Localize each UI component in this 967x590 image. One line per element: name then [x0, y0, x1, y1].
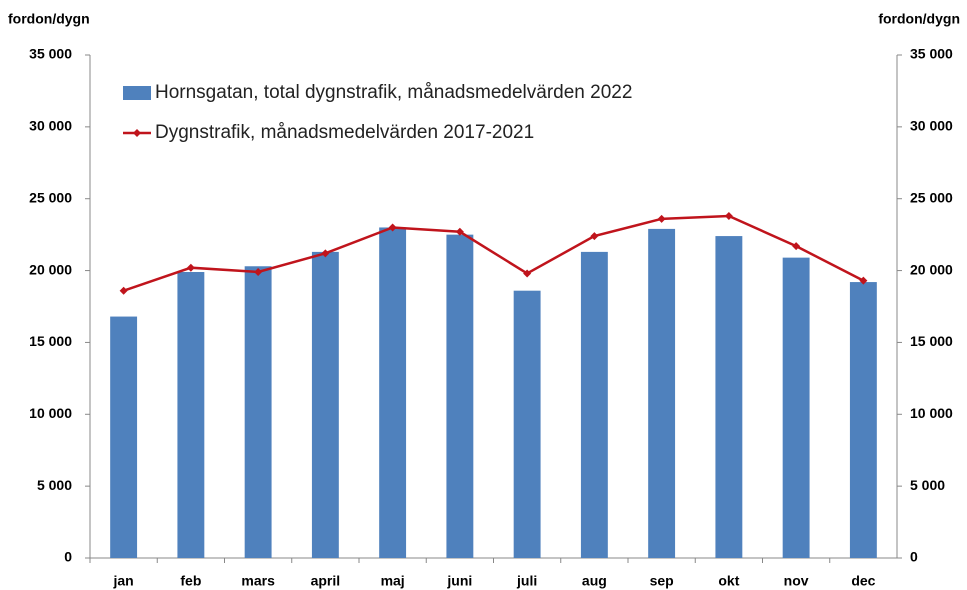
x-tick-label: aug	[582, 573, 607, 589]
line-marker	[792, 242, 801, 251]
y-tick-label: 20 000	[29, 261, 72, 277]
x-tick-label: mars	[241, 573, 275, 589]
line-marker	[724, 211, 733, 220]
x-tick-label: sep	[650, 573, 674, 589]
y2-axis-title: fordon/dygn	[878, 11, 960, 27]
y-tick-label: 5 000	[37, 477, 72, 493]
y-tick-label: 15 000	[29, 333, 72, 349]
y2-tick-label: 25 000	[910, 189, 953, 205]
y2-tick-label: 0	[910, 549, 918, 565]
y-tick-label: 25 000	[29, 189, 72, 205]
line-marker	[254, 268, 263, 277]
y-tick-label: 35 000	[29, 46, 72, 62]
line-marker	[388, 223, 397, 232]
line-marker	[859, 276, 868, 285]
bar	[648, 228, 676, 558]
x-tick-label: dec	[851, 573, 875, 589]
bar	[446, 234, 474, 558]
x-tick-label: maj	[381, 573, 405, 589]
x-tick-label: juni	[446, 573, 472, 589]
bar	[782, 257, 810, 558]
bar	[849, 282, 877, 558]
bar	[311, 251, 339, 559]
line-marker	[455, 227, 464, 236]
legend-swatch	[133, 129, 141, 137]
line-marker	[523, 269, 532, 278]
legend-label: Hornsgatan, total dygnstrafik, månadsmed…	[155, 82, 632, 103]
x-tick-label: jan	[113, 573, 134, 589]
x-tick-label: april	[311, 573, 341, 589]
y2-tick-label: 20 000	[910, 261, 953, 277]
y-tick-label: 0	[64, 549, 72, 565]
y-axis-title: fordon/dygn	[8, 11, 90, 27]
bar	[379, 227, 407, 558]
x-tick-label: okt	[718, 573, 739, 589]
bar	[244, 266, 272, 558]
y2-tick-label: 15 000	[910, 333, 953, 349]
bar	[580, 251, 608, 559]
line	[123, 214, 864, 292]
line-marker	[119, 286, 128, 295]
y2-tick-label: 5 000	[910, 477, 945, 493]
bar	[513, 290, 541, 558]
x-tick-label: feb	[180, 573, 201, 589]
y-tick-label: 30 000	[29, 118, 72, 134]
y-tick-label: 10 000	[29, 405, 72, 421]
y2-tick-label: 10 000	[910, 405, 953, 421]
bar	[715, 236, 743, 558]
y2-tick-label: 35 000	[910, 46, 953, 62]
line-marker	[321, 249, 330, 258]
line-marker	[657, 214, 666, 223]
legend-box	[96, 66, 730, 160]
line-marker	[590, 232, 599, 241]
line-marker	[186, 263, 195, 272]
x-tick-label: nov	[784, 573, 809, 589]
x-tick-label: juli	[516, 573, 537, 589]
bar	[110, 316, 138, 558]
bar	[177, 272, 205, 558]
y2-tick-label: 30 000	[910, 118, 953, 134]
legend-swatch	[123, 86, 151, 100]
legend-label: Dygnstrafik, månadsmedelvärden 2017-2021	[155, 122, 534, 143]
